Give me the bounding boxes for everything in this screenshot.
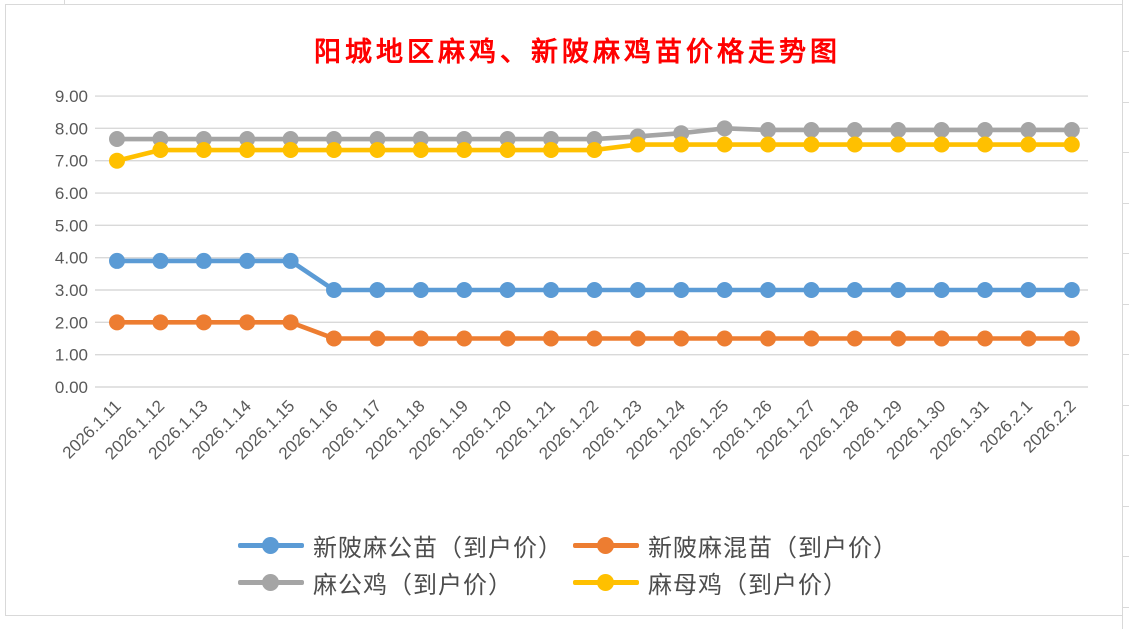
legend-line-dot-icon xyxy=(238,567,304,597)
legend-label: 麻公鸡（到户价） xyxy=(313,572,513,599)
svg-text:5.00: 5.00 xyxy=(55,216,88,235)
svg-text:7.00: 7.00 xyxy=(55,152,88,171)
svg-text:9.00: 9.00 xyxy=(55,87,88,106)
svg-text:3.00: 3.00 xyxy=(55,281,88,300)
price-trend-chart[interactable]: 阳城地区麻鸡、新陂麻鸡苗价格走势图 xyxy=(5,4,1122,616)
svg-text:1.00: 1.00 xyxy=(55,346,88,365)
legend-label: 麻母鸡（到户价） xyxy=(648,572,848,599)
legend-label: 新陂麻混苗（到户价） xyxy=(648,535,898,562)
chart-title: 阳城地区麻鸡、新陂麻鸡苗价格走势图 xyxy=(314,37,841,67)
sheet-row-gridline-top xyxy=(5,4,1122,5)
legend-label: 新陂麻公苗（到户价） xyxy=(313,535,563,562)
svg-text:6.00: 6.00 xyxy=(55,184,88,203)
legend-item-mamu-ji[interactable]: 麻母鸡（到户价） xyxy=(573,567,848,599)
legend-line-dot-icon xyxy=(238,530,304,560)
svg-text:4.00: 4.00 xyxy=(55,249,88,268)
sheet-col-gridline-left xyxy=(5,4,6,616)
sheet-col-gridline-right xyxy=(1122,0,1123,629)
legend-line-dot-icon xyxy=(573,530,639,560)
legend-item-magong-ji[interactable]: 麻公鸡（到户价） xyxy=(238,567,513,599)
sheet-col-tick xyxy=(64,0,65,4)
svg-text:0.00: 0.00 xyxy=(55,378,88,397)
svg-text:8.00: 8.00 xyxy=(55,119,88,138)
sheet-row-gridline-bottom xyxy=(5,615,1122,616)
legend-item-xinpo-mahun-miao[interactable]: 新陂麻混苗（到户价） xyxy=(573,530,898,562)
legend-item-xinpo-magong-miao[interactable]: 新陂麻公苗（到户价） xyxy=(238,530,563,562)
legend-line-dot-icon xyxy=(573,567,639,597)
svg-text:2.00: 2.00 xyxy=(55,313,88,332)
